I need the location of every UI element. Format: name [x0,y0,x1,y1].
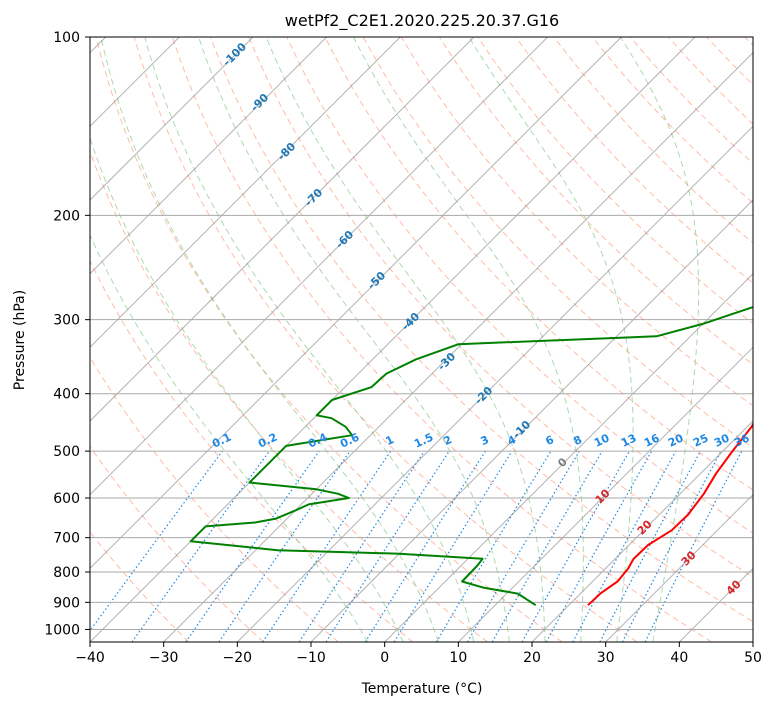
x-tick-label: −20 [223,650,253,666]
x-tick-label: 20 [523,650,541,666]
dry-adiabat [90,259,414,642]
mixing-ratio-label: 30 [712,431,732,449]
dry-adiabat [171,37,712,642]
y-tick-label: 700 [53,531,80,547]
mixing-ratio-label: 36 [732,431,752,449]
profile-series [189,306,753,607]
mixing-ratio-line [131,450,270,642]
dry-adiabat [90,356,339,642]
x-tick-label: 30 [597,650,615,666]
y-axis-ticks: 100 200 300 400 500 600 700 800 900 1000 [44,30,90,638]
dewpoint-profile-line [189,306,753,607]
isotherm-line [236,125,753,642]
mixing-ratio-line [545,450,653,642]
y-tick-label: 200 [53,208,80,224]
isotherm-line [90,37,475,422]
y-tick-label: 100 [53,30,80,46]
dry-adiabat [248,37,753,578]
moist-adiabat [620,37,700,642]
mixing-ratio-label: 13 [619,431,638,449]
mixing-ratio-line [262,450,392,642]
x-tick-label: 0 [380,650,389,666]
mixing-ratio-line [298,450,425,642]
isotherm-line [90,37,401,349]
isotherm-line [310,199,753,642]
y-tick-label: 1000 [44,622,80,638]
moist-adiabat [100,37,439,642]
isotherm-line [163,51,753,642]
dry-adiabat [286,37,753,534]
moist-adiabat [90,233,369,642]
temperature-profile-line [587,422,753,606]
dry-adiabat [90,445,264,642]
mixing-ratio-line [218,450,351,642]
plot-frame [89,36,754,643]
chart-title: wetPf2_C2E1.2020.225.20.37.G16 [285,11,559,31]
x-tick-label: −10 [296,650,326,666]
y-tick-label: 400 [53,387,80,403]
isotherm-line [605,493,753,642]
mixing-ratio-line [572,450,677,642]
y-tick-label: 300 [53,313,80,329]
mixing-ratio-line [393,450,513,642]
dry-adiabat [210,37,753,623]
moist-adiabat [198,37,510,642]
isotherm-line [384,272,753,642]
mixing-ratio-label: 16 [642,431,662,449]
dry-adiabat [515,37,753,284]
isotherm-line [752,641,753,642]
x-tick-label: −30 [149,650,179,666]
mixing-ratio-line [521,450,631,642]
x-tick-label: 10 [449,650,467,666]
mixing-ratio-line [185,450,320,642]
x-axis-label: Temperature (°C) [361,681,483,697]
y-tick-label: 900 [53,595,80,611]
moist-adiabat [353,37,584,642]
dry-adiabats [90,37,753,642]
mixing-ratio-line [90,450,223,632]
mixing-ratio-lines [90,450,743,642]
x-tick-label: 50 [744,650,762,666]
dry-adiabat [133,37,638,642]
x-axis-ticks: −40 −30 −20 −10 0 10 20 30 40 50 [75,642,762,666]
dry-adiabat [95,37,563,642]
moist-adiabat [265,37,546,642]
mixing-ratio-label: 25 [691,431,710,449]
y-tick-label: 500 [53,444,80,460]
mixing-ratio-label: 10 [592,431,612,449]
isotherm-line [90,37,254,201]
y-axis-label: Pressure (hPa) [12,290,28,390]
isotherm-line [90,37,622,570]
isotherm-line [90,37,328,275]
isotherm-line [90,37,549,496]
x-tick-label: 40 [670,650,688,666]
y-tick-label: 600 [53,491,80,507]
mixing-ratio-line [644,450,743,642]
isobar-grid [90,37,753,630]
isotherm-line [531,420,753,642]
moist-adiabat [144,37,475,642]
plot-background [90,37,753,642]
dry-adiabat [324,37,753,491]
x-tick-label: −40 [75,650,105,666]
mixing-ratio-label: 20 [666,431,686,449]
isotherm-line [457,346,753,642]
isotherm-grid [90,37,753,642]
y-tick-label: 800 [53,565,80,581]
mixing-ratio-line [325,450,450,642]
